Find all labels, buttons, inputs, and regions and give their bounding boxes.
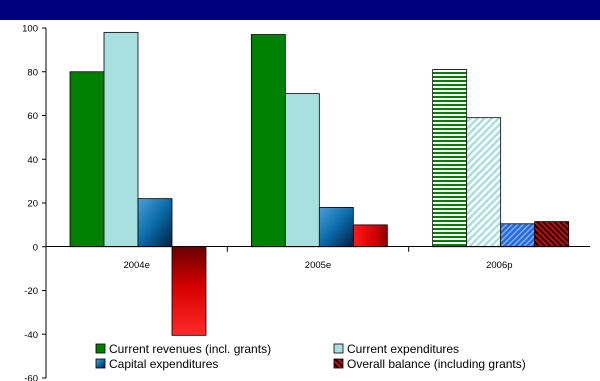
legend-swatch (333, 343, 344, 354)
y-tick-label: 60 (27, 111, 38, 122)
bar-2005e-series-0 (250, 34, 286, 248)
bar-2004e-series-1 (103, 31, 139, 248)
bars (69, 31, 570, 336)
bar-2004e-series-2 (137, 198, 173, 248)
x-tick-label: 2006p (486, 260, 512, 271)
y-tick-label: -40 (24, 330, 38, 341)
legend-swatch (95, 343, 106, 354)
bar-2005e-series-2 (318, 206, 354, 248)
legend: Current revenues (incl. grants) Current e… (95, 342, 526, 371)
y-tick-label: -60 (24, 374, 38, 381)
y-tick-label: 80 (27, 67, 38, 78)
y-tick-label: -20 (24, 286, 38, 297)
top-band (0, 0, 600, 20)
y-axis-ticks: 100 80 60 40 20 0 -20 -40 -60 (22, 24, 46, 381)
x-axis-labels: 2004e 2005e 2006p (123, 246, 513, 271)
legend-label: Current expenditures (347, 342, 459, 356)
bar-2005e-series-3 (352, 224, 388, 248)
bar-2004e-series-0 (69, 71, 105, 248)
x-tick-label: 2005e (305, 260, 331, 271)
legend-swatch (333, 358, 344, 369)
legend-swatch (95, 358, 106, 369)
y-tick-label: 20 (27, 199, 38, 210)
legend-label: Current revenues (incl. grants) (109, 342, 271, 356)
bar-2005e-series-1 (284, 93, 320, 248)
bar-2006p-series-1 (466, 117, 502, 248)
x-tick-label: 2004e (123, 260, 149, 271)
y-tick-label: 100 (22, 24, 38, 35)
bar-2006p-series-0 (432, 69, 468, 248)
y-tick-label: 0 (33, 242, 38, 253)
bar-2004e-series-3 (171, 246, 207, 336)
legend-label: Capital expenditures (109, 357, 218, 371)
y-tick-label: 40 (27, 155, 38, 166)
bar-2006p-series-2 (500, 223, 536, 248)
bar-2006p-series-3 (534, 221, 570, 248)
legend-label: Overall balance (including grants) (347, 357, 526, 371)
